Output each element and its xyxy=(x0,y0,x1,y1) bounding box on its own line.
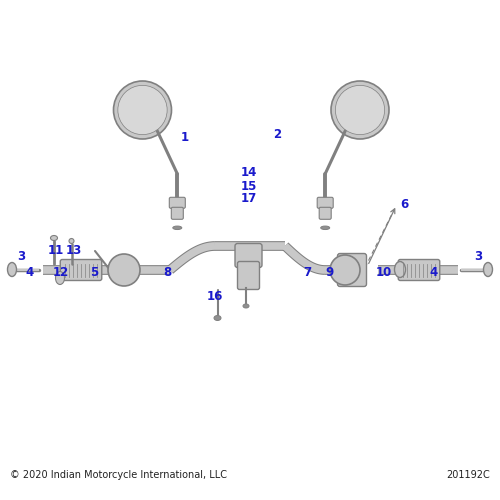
Text: 14: 14 xyxy=(241,166,257,179)
Circle shape xyxy=(108,254,140,286)
Text: 16: 16 xyxy=(207,290,223,302)
Text: 6: 6 xyxy=(400,198,408,211)
Text: 1: 1 xyxy=(181,131,189,144)
Text: 7: 7 xyxy=(304,266,312,279)
Circle shape xyxy=(114,81,172,139)
Text: 201192C: 201192C xyxy=(446,470,490,480)
Text: 10: 10 xyxy=(376,266,392,278)
Text: 3: 3 xyxy=(17,250,25,262)
Text: 13: 13 xyxy=(66,244,82,256)
Circle shape xyxy=(336,86,384,134)
Text: 8: 8 xyxy=(164,266,172,279)
Text: 4: 4 xyxy=(26,266,34,278)
Text: © 2020 Indian Motorcycle International, LLC: © 2020 Indian Motorcycle International, … xyxy=(10,470,227,480)
Ellipse shape xyxy=(50,236,58,240)
Text: 17: 17 xyxy=(241,192,257,205)
Text: 3: 3 xyxy=(474,250,482,262)
Ellipse shape xyxy=(320,226,330,230)
Text: 12: 12 xyxy=(53,266,69,279)
Ellipse shape xyxy=(173,226,182,230)
FancyBboxPatch shape xyxy=(235,244,262,268)
Ellipse shape xyxy=(8,262,16,276)
FancyBboxPatch shape xyxy=(338,254,366,286)
FancyBboxPatch shape xyxy=(319,208,331,220)
Circle shape xyxy=(331,81,389,139)
FancyBboxPatch shape xyxy=(172,208,183,220)
Circle shape xyxy=(330,255,360,285)
FancyBboxPatch shape xyxy=(170,198,186,208)
Text: 2: 2 xyxy=(274,128,281,141)
Ellipse shape xyxy=(69,238,74,244)
Text: 15: 15 xyxy=(241,180,257,192)
Circle shape xyxy=(118,86,167,134)
Text: 11: 11 xyxy=(48,244,64,256)
Text: 5: 5 xyxy=(90,266,98,278)
Ellipse shape xyxy=(484,262,492,276)
FancyBboxPatch shape xyxy=(398,260,440,280)
FancyBboxPatch shape xyxy=(60,260,102,280)
Text: 9: 9 xyxy=(326,266,334,278)
Ellipse shape xyxy=(394,262,406,278)
FancyBboxPatch shape xyxy=(317,198,333,208)
Ellipse shape xyxy=(243,304,249,308)
Ellipse shape xyxy=(214,316,221,320)
FancyBboxPatch shape xyxy=(238,262,260,289)
Text: 4: 4 xyxy=(430,266,438,278)
Ellipse shape xyxy=(56,272,64,284)
